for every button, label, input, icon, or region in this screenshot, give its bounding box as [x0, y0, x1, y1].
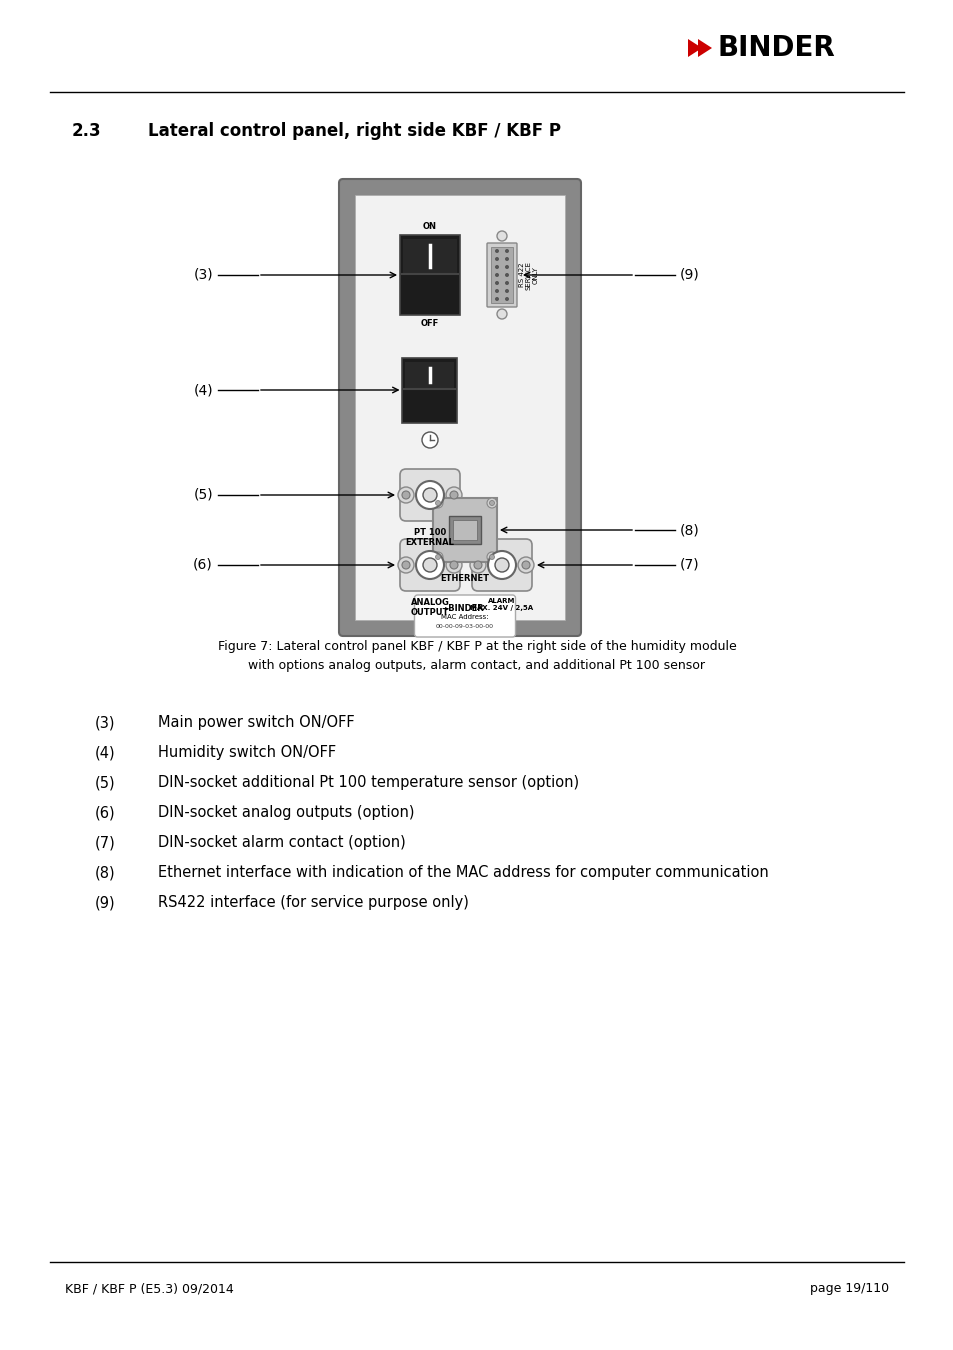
FancyBboxPatch shape — [399, 468, 459, 521]
Circle shape — [489, 555, 494, 559]
Circle shape — [495, 265, 498, 269]
Circle shape — [397, 487, 414, 504]
Bar — [433, 498, 497, 562]
Text: (3): (3) — [95, 716, 115, 730]
Text: Main power switch ON/OFF: Main power switch ON/OFF — [158, 716, 355, 730]
Text: (8): (8) — [95, 865, 115, 880]
Circle shape — [433, 552, 442, 562]
Circle shape — [446, 487, 461, 504]
Text: Lateral control panel, right side KBF / KBF P: Lateral control panel, right side KBF / … — [148, 122, 560, 140]
Text: (7): (7) — [679, 558, 699, 572]
Text: (7): (7) — [95, 836, 115, 850]
Circle shape — [495, 289, 498, 293]
Text: RS422 interface (for service purpose only): RS422 interface (for service purpose onl… — [158, 895, 468, 910]
Text: KBF / KBF P (E5.3) 09/2014: KBF / KBF P (E5.3) 09/2014 — [65, 1282, 233, 1295]
Circle shape — [401, 491, 410, 500]
Bar — [355, 194, 564, 620]
FancyBboxPatch shape — [486, 243, 517, 306]
Text: ▸BINDER: ▸BINDER — [445, 603, 484, 613]
Bar — [449, 516, 480, 544]
Bar — [453, 520, 476, 540]
Text: DIN-socket analog outputs (option): DIN-socket analog outputs (option) — [158, 805, 414, 819]
Circle shape — [497, 309, 506, 319]
Circle shape — [521, 562, 530, 568]
Circle shape — [495, 558, 509, 572]
Circle shape — [495, 297, 498, 301]
Circle shape — [504, 248, 509, 252]
Bar — [491, 247, 513, 302]
Circle shape — [470, 558, 485, 572]
Text: (3): (3) — [193, 269, 213, 282]
Circle shape — [401, 562, 410, 568]
Text: RS 422
SERVICE
ONLY: RS 422 SERVICE ONLY — [518, 261, 538, 289]
Bar — [402, 358, 457, 423]
Circle shape — [422, 487, 436, 502]
Circle shape — [497, 231, 506, 242]
Text: ON: ON — [422, 221, 436, 231]
Text: ETHERNET: ETHERNET — [440, 574, 489, 583]
Text: Figure 7: Lateral control panel KBF / KBF P at the right side of the humidity mo: Figure 7: Lateral control panel KBF / KB… — [217, 640, 736, 672]
Text: (9): (9) — [95, 895, 115, 910]
Circle shape — [421, 432, 437, 448]
Text: 2.3: 2.3 — [71, 122, 102, 140]
Text: (8): (8) — [679, 522, 699, 537]
Circle shape — [433, 498, 442, 508]
Circle shape — [422, 558, 436, 572]
Text: (5): (5) — [95, 775, 115, 790]
Text: BINDER: BINDER — [718, 34, 835, 62]
Circle shape — [517, 558, 534, 572]
Circle shape — [488, 551, 516, 579]
Circle shape — [495, 281, 498, 285]
Circle shape — [504, 273, 509, 277]
Bar — [405, 362, 454, 387]
FancyBboxPatch shape — [399, 539, 459, 591]
Circle shape — [435, 501, 440, 505]
Text: (5): (5) — [193, 487, 213, 502]
Bar — [399, 235, 459, 315]
FancyBboxPatch shape — [338, 180, 580, 636]
Circle shape — [504, 256, 509, 261]
Circle shape — [397, 558, 414, 572]
Circle shape — [495, 273, 498, 277]
Circle shape — [416, 551, 443, 579]
Circle shape — [486, 498, 497, 508]
Circle shape — [416, 481, 443, 509]
Text: ANALOG
OUTPUT: ANALOG OUTPUT — [410, 598, 449, 617]
Text: (4): (4) — [193, 383, 213, 397]
Circle shape — [495, 248, 498, 252]
Polygon shape — [698, 39, 711, 57]
Circle shape — [489, 501, 494, 505]
Text: (6): (6) — [95, 805, 115, 819]
Circle shape — [504, 281, 509, 285]
FancyBboxPatch shape — [472, 539, 532, 591]
Text: (9): (9) — [679, 269, 699, 282]
Circle shape — [450, 562, 457, 568]
FancyBboxPatch shape — [414, 595, 515, 637]
Circle shape — [504, 297, 509, 301]
Text: 00-00-09-03-00-00: 00-00-09-03-00-00 — [436, 624, 494, 629]
Text: Humidity switch ON/OFF: Humidity switch ON/OFF — [158, 745, 335, 760]
Text: DIN-socket alarm contact (option): DIN-socket alarm contact (option) — [158, 836, 405, 850]
Circle shape — [474, 562, 481, 568]
Circle shape — [446, 558, 461, 572]
Circle shape — [486, 552, 497, 562]
Text: page 19/110: page 19/110 — [809, 1282, 888, 1295]
Text: OFF: OFF — [420, 319, 438, 328]
Polygon shape — [687, 39, 701, 57]
Text: Ethernet interface with indication of the MAC address for computer communication: Ethernet interface with indication of th… — [158, 865, 768, 880]
Circle shape — [495, 256, 498, 261]
Circle shape — [504, 265, 509, 269]
Text: DIN-socket additional Pt 100 temperature sensor (option): DIN-socket additional Pt 100 temperature… — [158, 775, 578, 790]
Text: (4): (4) — [95, 745, 115, 760]
Circle shape — [450, 491, 457, 500]
Text: PT 100
EXTERNAL: PT 100 EXTERNAL — [405, 528, 454, 547]
Text: ALARM
MAX. 24V / 2,5A: ALARM MAX. 24V / 2,5A — [470, 598, 533, 612]
Bar — [402, 239, 456, 273]
Text: (6): (6) — [193, 558, 213, 572]
Circle shape — [504, 289, 509, 293]
Circle shape — [435, 555, 440, 559]
Text: MAC Address:: MAC Address: — [440, 614, 488, 620]
